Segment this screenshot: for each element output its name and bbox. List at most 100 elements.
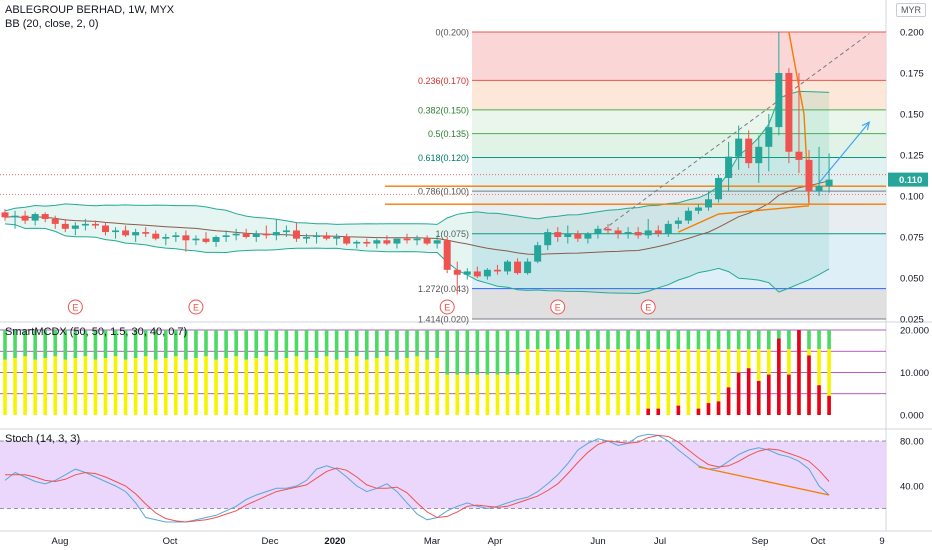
candle-body <box>765 127 773 147</box>
stoch-d-line <box>5 434 830 523</box>
time-tick-label: Oct <box>811 536 826 547</box>
price-tick-label: 0.025 <box>900 315 924 326</box>
mcdx-hotmoney-bar <box>545 349 550 415</box>
price-pane[interactable]: 0(0.200) 0.236(0.170) 0.382(0.150) 0.5(0.13… <box>0 28 886 325</box>
candle-body <box>524 261 532 274</box>
time-tick-label: 2020 <box>324 536 345 547</box>
candle <box>584 232 592 244</box>
candle <box>1 209 9 221</box>
candle <box>383 235 391 246</box>
bb-lower-line <box>4 223 830 295</box>
mcdx-hotmoney-bar <box>726 349 731 415</box>
mcdx-banker-bar <box>676 405 681 415</box>
mcdx-hotmoney-bar <box>385 356 389 415</box>
time-tick-label: 9 <box>879 536 884 547</box>
mcdx-tick-label: 20.000 <box>900 326 929 337</box>
mcdx-retail-bar <box>576 330 580 350</box>
mcdx-retail-bar <box>375 330 379 359</box>
candle-body <box>815 186 823 192</box>
mcdx-banker-bar <box>706 403 711 415</box>
mcdx-bar <box>214 330 218 415</box>
mcdx-hotmoney-bar <box>164 358 168 415</box>
candle-body <box>443 240 451 270</box>
candle <box>594 225 602 239</box>
candle <box>765 114 773 172</box>
mcdx-retail-bar <box>63 330 68 360</box>
candle-body <box>383 240 391 244</box>
mcdx-bar <box>636 330 640 415</box>
candle-body <box>1 212 9 218</box>
mcdx-bar <box>606 330 610 415</box>
candle <box>31 212 39 226</box>
candle-body <box>584 233 592 239</box>
currency-selector[interactable]: MYR <box>896 3 926 17</box>
candle-body <box>423 238 431 244</box>
mcdx-hotmoney-bar <box>13 358 17 415</box>
mcdx-hotmoney-bar <box>686 349 691 415</box>
mcdx-retail-bar <box>726 330 731 350</box>
mcdx-retail-bar <box>535 330 540 350</box>
candle <box>815 146 823 196</box>
mcdx-retail-bar <box>83 330 88 357</box>
candle <box>222 230 230 242</box>
fib-level-label: 0.382(0.150) <box>418 105 469 115</box>
candle <box>735 125 743 170</box>
mcdx-banker-bar <box>656 408 661 415</box>
mcdx-hotmoney-bar <box>415 356 419 415</box>
mcdx-retail-bar <box>445 330 449 375</box>
fib-zone <box>472 32 886 81</box>
mcdx-bar <box>696 330 701 415</box>
mcdx-retail-bar <box>465 330 470 375</box>
bb-indicator-label[interactable]: BB (20, close, 2, 0) <box>5 18 99 30</box>
earnings-marker-label: E <box>193 302 199 312</box>
mcdx-indicator-label[interactable]: SmartMCDX (50, 50, 1.5, 30, 40, 0.7) <box>5 326 188 338</box>
candle-body <box>634 232 642 236</box>
mcdx-retail-bar <box>143 330 148 357</box>
candle <box>192 235 200 246</box>
candle <box>182 230 190 252</box>
mcdx-bar <box>3 330 7 415</box>
mcdx-hotmoney-bar <box>103 358 108 415</box>
candle <box>323 232 331 241</box>
mcdx-hotmoney-bar <box>636 349 640 415</box>
mcdx-bar <box>807 330 811 415</box>
mcdx-hotmoney-bar <box>525 349 530 415</box>
candle-body <box>604 228 612 231</box>
mcdx-retail-bar <box>706 330 711 350</box>
mcdx-bar <box>184 330 188 415</box>
stoch-indicator-label[interactable]: Stoch (14, 3, 3) <box>5 433 81 445</box>
mcdx-retail-bar <box>736 330 741 350</box>
candle-body <box>413 238 421 241</box>
mcdx-retail-bar <box>234 330 238 357</box>
candle-body <box>564 233 572 237</box>
bb-upper-line <box>4 90 830 225</box>
candle-body <box>554 232 562 237</box>
candle-body <box>504 261 511 272</box>
mcdx-bar <box>716 330 721 415</box>
mcdx-bar <box>767 330 771 415</box>
mcdx-pane[interactable] <box>0 329 886 415</box>
mcdx-hotmoney-bar <box>827 349 831 415</box>
mcdx-hotmoney-bar <box>334 359 339 415</box>
mcdx-retail-bar <box>495 330 500 375</box>
mcdx-retail-bar <box>435 330 439 359</box>
candle <box>51 215 59 229</box>
mcdx-hotmoney-bar <box>495 374 500 415</box>
candle-body <box>152 233 160 239</box>
mcdx-bar <box>153 330 158 415</box>
fib-level-label: 0.786(0.100) <box>418 187 469 197</box>
candle <box>373 238 381 249</box>
mcdx-bar <box>344 330 349 415</box>
mcdx-banker-bar <box>716 401 721 415</box>
mcdx-banker-bar <box>827 395 831 415</box>
earnings-marker-label: E <box>645 302 651 312</box>
mcdx-retail-bar <box>787 330 791 350</box>
candle-body <box>262 233 270 236</box>
mcdx-retail-bar <box>395 330 399 360</box>
mcdx-retail-bar <box>224 330 228 359</box>
stoch-pane[interactable] <box>0 433 886 523</box>
candle <box>544 228 552 251</box>
mcdx-retail-bar <box>646 330 650 350</box>
candle <box>745 130 753 169</box>
